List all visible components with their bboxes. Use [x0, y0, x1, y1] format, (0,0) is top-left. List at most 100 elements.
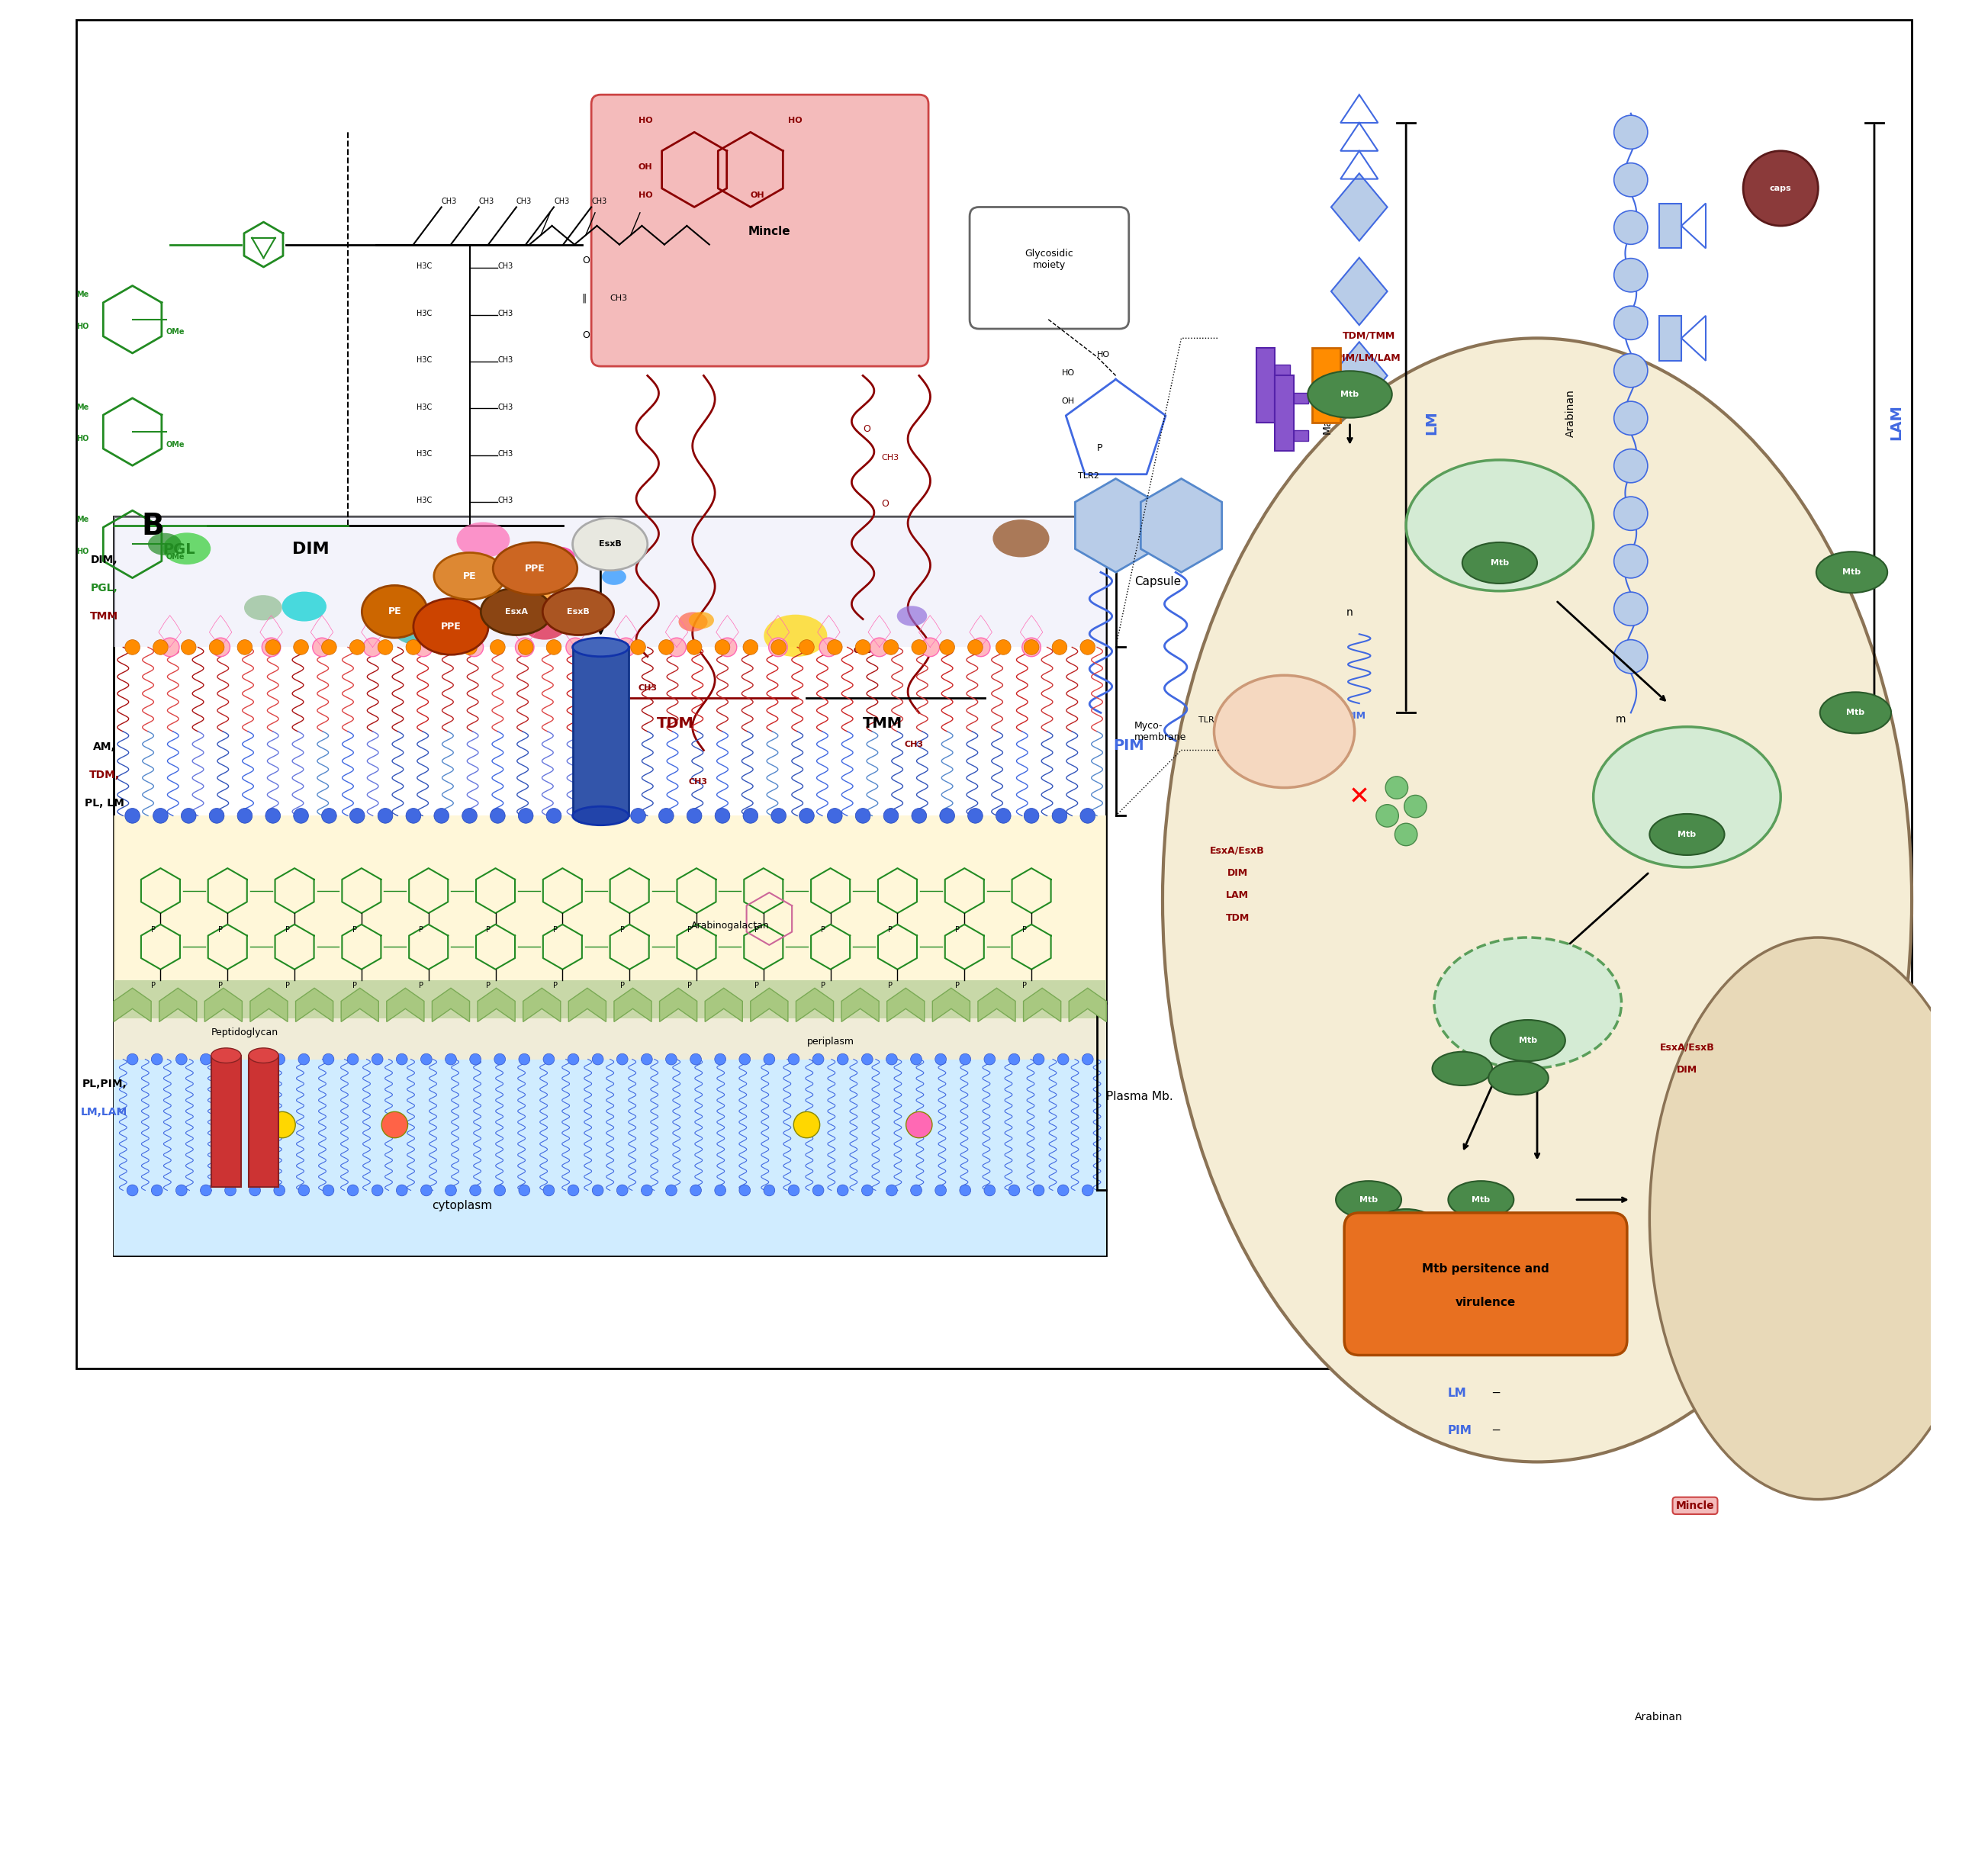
Circle shape	[445, 1185, 457, 1196]
Circle shape	[658, 808, 674, 823]
Ellipse shape	[763, 615, 827, 656]
Circle shape	[175, 1185, 187, 1196]
Text: Mincle: Mincle	[1676, 1500, 1714, 1511]
Ellipse shape	[147, 532, 181, 555]
Circle shape	[382, 1112, 408, 1138]
Circle shape	[298, 1054, 310, 1065]
Text: H3C: H3C	[417, 403, 431, 411]
Circle shape	[630, 639, 646, 654]
Text: periplasm: periplasm	[807, 1037, 855, 1046]
Ellipse shape	[1650, 814, 1724, 855]
Circle shape	[322, 1054, 334, 1065]
Text: P: P	[954, 982, 960, 990]
Circle shape	[763, 1185, 775, 1196]
Text: Glycosidic
moiety: Glycosidic moiety	[1026, 249, 1074, 270]
Text: OH: OH	[1062, 398, 1074, 405]
Text: TDM: TDM	[1225, 913, 1248, 922]
Text: CH3: CH3	[497, 403, 513, 411]
Polygon shape	[250, 988, 288, 1022]
Text: n: n	[1346, 608, 1352, 617]
Text: HO: HO	[76, 548, 89, 555]
Circle shape	[934, 1054, 946, 1065]
Ellipse shape	[1650, 938, 1986, 1500]
Circle shape	[799, 808, 815, 823]
Circle shape	[414, 638, 433, 656]
Polygon shape	[1332, 426, 1388, 493]
Text: P: P	[620, 982, 624, 990]
Circle shape	[787, 1054, 799, 1065]
Text: Peptidoglycan: Peptidoglycan	[211, 1028, 278, 1037]
Circle shape	[322, 639, 336, 654]
Text: Mtb: Mtb	[1453, 1230, 1471, 1238]
Ellipse shape	[573, 806, 628, 825]
Polygon shape	[523, 988, 561, 1022]
Text: Mtb: Mtb	[1491, 559, 1509, 566]
Text: TLR2: TLR2	[1077, 473, 1099, 480]
Circle shape	[348, 1185, 358, 1196]
Text: LM: LM	[1425, 411, 1439, 435]
Text: OMe: OMe	[167, 328, 185, 336]
Circle shape	[350, 808, 364, 823]
Circle shape	[248, 1185, 260, 1196]
Circle shape	[911, 1054, 922, 1065]
Circle shape	[827, 808, 843, 823]
Circle shape	[298, 1185, 310, 1196]
Text: phagosome: phagosome	[1497, 1003, 1559, 1014]
Ellipse shape	[678, 611, 708, 632]
Text: PIM: PIM	[1447, 1425, 1471, 1436]
Circle shape	[996, 639, 1010, 654]
Polygon shape	[113, 988, 151, 1022]
Text: HO: HO	[638, 191, 652, 199]
Text: PPE: PPE	[525, 564, 545, 574]
Text: P: P	[284, 926, 290, 934]
Polygon shape	[1070, 988, 1107, 1022]
Ellipse shape	[414, 598, 489, 654]
Polygon shape	[614, 988, 652, 1022]
Polygon shape	[1024, 988, 1062, 1022]
Circle shape	[372, 1054, 384, 1065]
Polygon shape	[1332, 341, 1388, 409]
Circle shape	[666, 1054, 676, 1065]
Text: Mannan: Mannan	[1322, 392, 1332, 435]
Polygon shape	[431, 988, 469, 1022]
Text: HO: HO	[787, 116, 803, 124]
Circle shape	[716, 639, 730, 654]
Circle shape	[421, 1185, 431, 1196]
Circle shape	[1614, 401, 1648, 435]
Text: P: P	[1097, 442, 1103, 454]
Text: Mtb: Mtb	[1678, 831, 1696, 838]
Text: CH3: CH3	[905, 741, 922, 748]
Circle shape	[1614, 448, 1648, 482]
Circle shape	[125, 639, 139, 654]
Text: P: P	[889, 926, 893, 934]
Text: O: O	[863, 424, 871, 435]
Circle shape	[372, 1185, 384, 1196]
Polygon shape	[751, 988, 787, 1022]
Circle shape	[519, 1185, 531, 1196]
Text: caps: caps	[1769, 184, 1791, 191]
Text: Mtb: Mtb	[1843, 568, 1861, 576]
Circle shape	[1081, 1054, 1093, 1065]
Circle shape	[592, 1185, 604, 1196]
Text: CH3: CH3	[555, 197, 569, 204]
Circle shape	[153, 808, 169, 823]
Ellipse shape	[573, 518, 648, 570]
Ellipse shape	[1374, 1209, 1439, 1247]
Text: EsxA/EsxB: EsxA/EsxB	[1211, 846, 1264, 855]
Circle shape	[686, 808, 702, 823]
Circle shape	[445, 1054, 457, 1065]
Circle shape	[268, 1112, 296, 1138]
Circle shape	[543, 1054, 555, 1065]
Circle shape	[1404, 795, 1427, 818]
Circle shape	[744, 808, 757, 823]
Text: Me: Me	[76, 403, 89, 411]
Ellipse shape	[897, 606, 926, 626]
Circle shape	[1614, 354, 1648, 388]
Text: HO: HO	[76, 322, 89, 330]
Text: P: P	[688, 982, 692, 990]
Circle shape	[907, 1112, 932, 1138]
Text: Arabinan: Arabinan	[1565, 390, 1576, 437]
Text: EsxA: EsxA	[505, 608, 529, 615]
Text: HO: HO	[1062, 369, 1074, 377]
Circle shape	[960, 1185, 970, 1196]
